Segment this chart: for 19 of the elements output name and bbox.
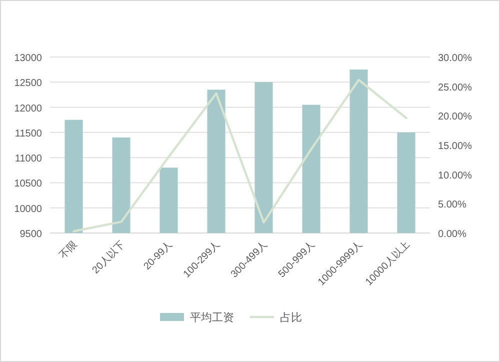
y-tick-label: 12500 [14, 78, 42, 90]
y-tick-label: 11000 [14, 154, 42, 165]
x-tick-label: 20人以下 [90, 238, 128, 276]
x-tick-label: 不限 [58, 239, 80, 262]
y-tick-label: 11500 [14, 128, 42, 140]
y-tick-label: 12000 [14, 103, 42, 114]
y-tick-label: 10000 [14, 204, 42, 215]
y2-tick-label: 20.00% [438, 112, 472, 123]
legend-label: 占比 [280, 311, 302, 324]
y2-tick-label: 25.00% [438, 82, 472, 94]
y2-tick-label: 5.00% [438, 200, 466, 211]
y-tick-label: 13000 [14, 53, 42, 64]
y2-tick-label: 0.00% [438, 229, 466, 240]
legend-label: 平均工资 [190, 312, 234, 324]
y2-tick-label: 30.00% [438, 53, 472, 64]
y2-tick-label: 15.00% [438, 141, 472, 152]
y-tick-label: 9500 [20, 229, 42, 240]
y-tick-label: 10500 [14, 178, 42, 190]
y2-tick-label: 10.00% [438, 170, 472, 182]
